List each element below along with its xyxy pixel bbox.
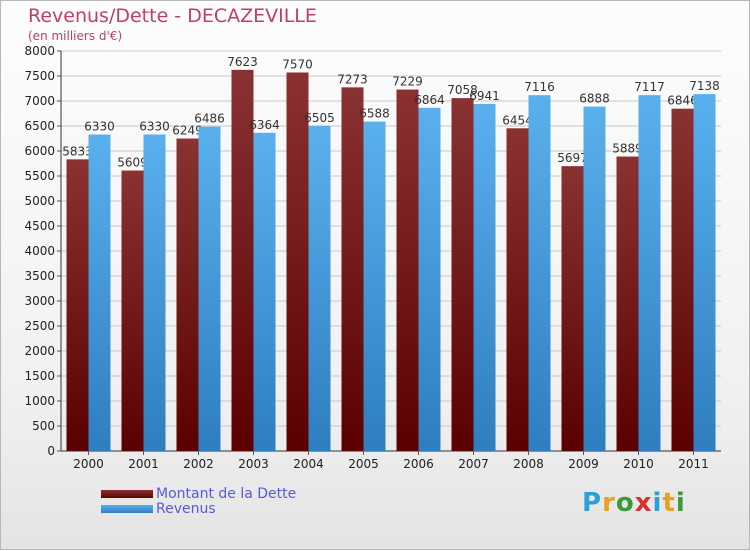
- bar-debt: [121, 170, 144, 452]
- y-tick-label: 0: [47, 444, 55, 458]
- data-label-debt: 5697: [557, 151, 588, 165]
- bar-debt: [616, 156, 639, 452]
- bar-debt: [561, 166, 584, 451]
- legend-swatch-debt: [101, 489, 153, 498]
- data-label-revenus: 6505: [304, 111, 335, 125]
- x-tick-label: 2002: [183, 457, 214, 471]
- logo-letter: o: [615, 488, 635, 518]
- data-label-debt: 6249: [172, 124, 203, 138]
- x-tick-label: 2001: [128, 457, 159, 471]
- bar-revenus: [143, 134, 166, 451]
- y-tick-label: 5500: [24, 169, 55, 183]
- bar-debt: [451, 98, 474, 451]
- logo-letter: i: [675, 488, 686, 518]
- y-tick-label: 5000: [24, 194, 55, 208]
- y-tick-label: 6500: [24, 119, 55, 133]
- legend: Montant de la Dette Revenus: [101, 485, 297, 517]
- y-tick-label: 6000: [24, 144, 55, 158]
- data-label-debt: 7229: [392, 75, 423, 89]
- bar-debt: [66, 159, 89, 451]
- bar-debt: [231, 69, 254, 451]
- data-label-debt: 7273: [337, 72, 368, 86]
- x-tick-label: 2005: [348, 457, 379, 471]
- bar-revenus: [473, 103, 496, 451]
- logo-letter: x: [634, 488, 653, 518]
- bar-debt: [506, 128, 529, 452]
- bar-revenus: [583, 106, 606, 451]
- x-tick-label: 2009: [568, 457, 599, 471]
- logo-letter: t: [662, 488, 676, 518]
- x-tick-label: 2008: [513, 457, 544, 471]
- data-label-debt: 7623: [227, 55, 258, 69]
- data-label-revenus: 6486: [194, 112, 225, 126]
- legend-item-debt: Montant de la Dette: [101, 485, 297, 502]
- y-tick-label: 3500: [24, 269, 55, 283]
- data-label-revenus: 6364: [249, 118, 280, 132]
- bar-debt: [341, 87, 364, 451]
- bar-revenus: [418, 107, 441, 452]
- bar-debt: [176, 138, 199, 452]
- y-tick-label: 4500: [24, 219, 55, 233]
- logo-letter: r: [602, 488, 616, 518]
- bar-debt: [671, 108, 694, 451]
- data-label-debt: 7058: [447, 83, 478, 97]
- bar-revenus: [198, 126, 221, 451]
- bar-revenus: [528, 95, 551, 451]
- legend-label-revenus: Revenus: [156, 500, 216, 517]
- logo-letter: i: [652, 488, 663, 518]
- bar-revenus: [308, 125, 331, 451]
- data-label-revenus: 6330: [84, 120, 115, 134]
- x-tick-label: 2000: [73, 457, 104, 471]
- chart-subtitle: (en milliers d'€): [28, 29, 123, 43]
- bar-revenus: [693, 94, 716, 451]
- bar-debt: [286, 72, 309, 451]
- x-tick-label: 2003: [238, 457, 269, 471]
- data-label-revenus: 6864: [414, 93, 445, 107]
- data-label-revenus: 7117: [634, 80, 665, 94]
- data-label-debt: 6846: [667, 94, 698, 108]
- y-tick-label: 500: [32, 419, 55, 433]
- x-tick-label: 2006: [403, 457, 434, 471]
- x-tick-label: 2007: [458, 457, 489, 471]
- legend-swatch-revenus: [101, 504, 153, 513]
- x-tick-label: 2011: [678, 457, 709, 471]
- x-tick-label: 2010: [623, 457, 654, 471]
- bar-revenus: [363, 121, 386, 451]
- y-tick-label: 2500: [24, 319, 55, 333]
- proxiti-logo: Proxiti: [582, 488, 686, 518]
- data-label-revenus: 7138: [689, 79, 720, 93]
- bar-revenus: [638, 95, 661, 452]
- data-label-revenus: 6941: [469, 89, 500, 103]
- y-tick-label: 8000: [24, 44, 55, 58]
- legend-item-revenus: Revenus: [101, 500, 296, 517]
- data-label-revenus: 6888: [579, 92, 610, 106]
- y-tick-label: 4000: [24, 244, 55, 258]
- y-tick-label: 7500: [24, 69, 55, 83]
- legend-label-debt: Montant de la Dette: [156, 485, 297, 502]
- x-tick-label: 2004: [293, 457, 324, 471]
- logo-letter: P: [582, 488, 603, 518]
- data-label-debt: 5609: [117, 156, 148, 170]
- data-label-debt: 6454: [502, 113, 533, 127]
- data-label-debt: 5889: [612, 142, 643, 156]
- y-tick-label: 1000: [24, 394, 55, 408]
- bar-revenus: [253, 132, 276, 452]
- bar-debt: [396, 89, 419, 452]
- data-label-debt: 7570: [282, 58, 313, 72]
- y-tick-label: 2000: [24, 344, 55, 358]
- chart-title: Revenus/Dette - DECAZEVILLE: [28, 5, 317, 27]
- data-label-revenus: 6588: [359, 107, 390, 121]
- y-tick-label: 3000: [24, 294, 55, 308]
- data-label-revenus: 7116: [524, 80, 555, 94]
- bar-revenus: [88, 134, 111, 451]
- y-tick-label: 7000: [24, 94, 55, 108]
- y-tick-label: 1500: [24, 369, 55, 383]
- data-label-revenus: 6330: [139, 120, 170, 134]
- data-label-debt: 5833: [62, 144, 93, 158]
